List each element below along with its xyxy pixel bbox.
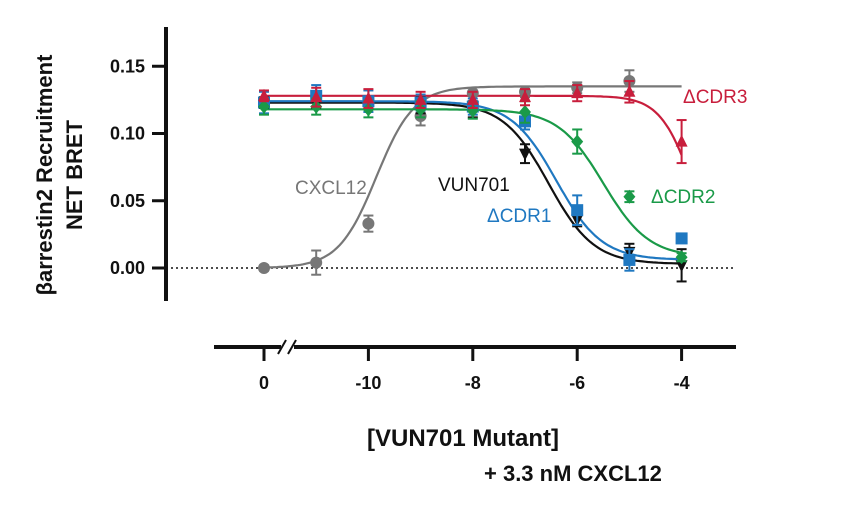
y-axis-title-line-1: βarrestin2 Recruitment [32, 54, 57, 296]
point-cxcl12 [362, 217, 375, 230]
point-cdr1 [571, 204, 584, 217]
point-cxcl12 [310, 256, 323, 269]
y-axis-title: βarrestin2 Recruitment NET BRET [32, 54, 87, 296]
point-cdr2 [258, 99, 270, 114]
point-cdr2 [623, 189, 636, 204]
data-points [258, 69, 688, 283]
point-cdr2 [571, 134, 584, 149]
point-cdr3 [258, 88, 270, 101]
series-label-dcdr2: ΔCDR2 [651, 187, 715, 208]
x-tick-label: -6 [569, 373, 585, 393]
point-vun701 [519, 148, 531, 161]
x-tick-label: -4 [674, 373, 690, 393]
series-label-dcdr3: ΔCDR3 [683, 87, 747, 108]
x-axis-break [277, 339, 297, 355]
point-cxcl12 [258, 262, 270, 274]
point-cdr3 [623, 84, 636, 97]
point-cdr2 [414, 102, 427, 117]
point-cdr3 [519, 90, 531, 103]
point-cdr3 [362, 91, 375, 104]
point-vun701 [675, 260, 688, 273]
point-cdr2 [675, 250, 688, 265]
point-cdr2 [519, 104, 531, 119]
y-axis-title-line-2: NET BRET [62, 119, 87, 230]
point-cdr1 [675, 232, 688, 245]
chart-subtitle: + 3.3 nM CXCL12 [484, 461, 662, 486]
y-tick-label: 0.05 [110, 191, 145, 211]
series-label-dcdr1: ΔCDR1 [487, 206, 551, 227]
x-tick-label: -8 [465, 373, 481, 393]
x-tick-label: -10 [355, 373, 381, 393]
point-cdr1 [623, 253, 636, 266]
x-tick-label: 0 [259, 373, 269, 393]
series-label-vun701: VUN701 [438, 175, 510, 196]
x-axis-title: [VUN701 Mutant] [367, 425, 559, 452]
point-cdr3 [466, 92, 479, 105]
point-cdr3 [675, 134, 688, 147]
series-label-cxcl12: CXCL12 [295, 178, 367, 199]
point-cdr3 [414, 92, 427, 105]
x-axis-ticks: 0 -10 -8 -6 -4 [259, 347, 690, 393]
y-tick-label: 0.10 [110, 124, 145, 144]
y-tick-label: 0.00 [110, 258, 145, 278]
y-tick-label: 0.15 [110, 56, 145, 76]
y-axis-ticks: 0.00 0.05 0.10 0.15 [110, 56, 166, 278]
point-cdr3 [310, 90, 323, 103]
point-cdr2 [362, 102, 375, 117]
point-cdr3 [571, 86, 584, 99]
